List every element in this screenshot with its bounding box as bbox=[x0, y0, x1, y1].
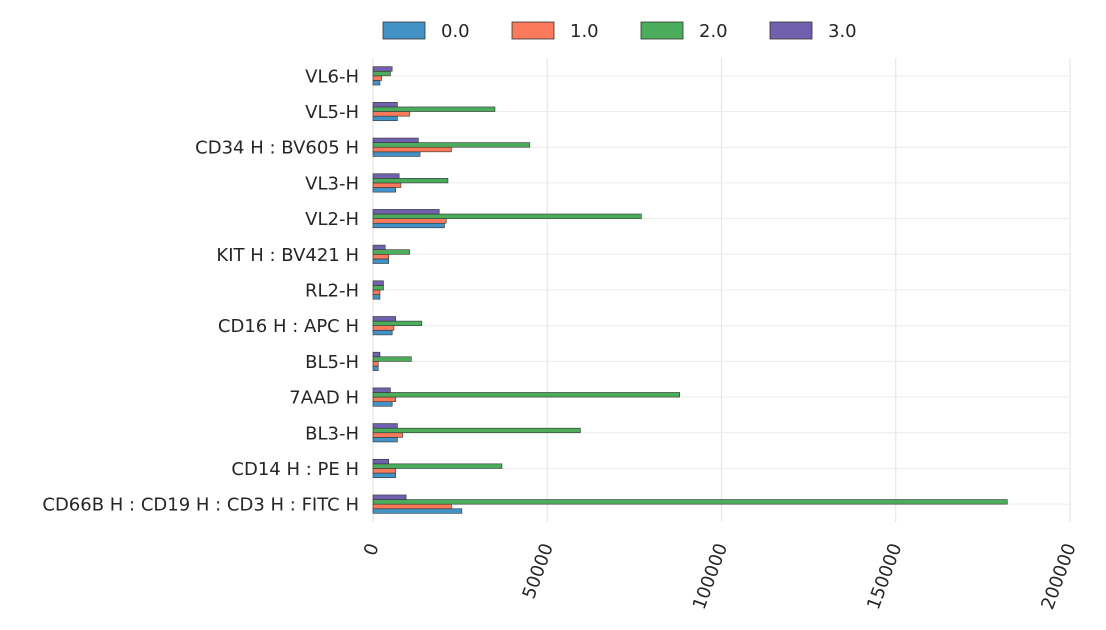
bar-3-0-11 bbox=[372, 458, 389, 465]
category-label: CD34 H : BV605 H bbox=[195, 138, 359, 159]
bar-3-0-10 bbox=[372, 423, 398, 429]
bar-0-0-11 bbox=[372, 472, 396, 478]
bar-0-0-12 bbox=[372, 508, 463, 514]
x-tick-label: 100000 bbox=[689, 541, 732, 613]
bar-1-0-3 bbox=[372, 182, 402, 188]
legend: 0.0 1.0 2.0 3.0 bbox=[382, 21, 857, 42]
x-axis-tick-labels: 0 50000 100000 150000 200000 bbox=[360, 541, 1081, 613]
category-label: BL5-H bbox=[305, 352, 359, 373]
bar-2-0-11 bbox=[372, 463, 503, 469]
bar-2-0-6 bbox=[372, 285, 384, 291]
bar-3-0-12 bbox=[372, 494, 407, 500]
bar-3-0-1 bbox=[372, 102, 398, 108]
bar-1-0-11 bbox=[372, 468, 396, 474]
category-label: CD66B H : CD19 H : CD3 H : FITC H bbox=[42, 495, 359, 516]
category-label: BL3-H bbox=[305, 423, 359, 444]
bar-2-0-5 bbox=[372, 249, 410, 255]
bar-2-0-3 bbox=[372, 178, 449, 184]
bar-2-0-7 bbox=[372, 320, 423, 326]
bar-0-0-10 bbox=[372, 437, 398, 443]
bar-0-0-0 bbox=[372, 80, 381, 86]
legend-swatch-3-0 bbox=[769, 21, 813, 40]
bar-1-0-10 bbox=[372, 432, 403, 438]
category-label: CD16 H : APC H bbox=[218, 316, 359, 337]
bar-3-0-4 bbox=[372, 209, 440, 215]
category-label: VL3-H bbox=[305, 173, 359, 194]
bar-2-0-10 bbox=[372, 427, 581, 434]
grid-layer bbox=[372, 58, 1071, 522]
x-tick-label: 0 bbox=[360, 541, 384, 559]
bar-2-0-4 bbox=[372, 213, 642, 219]
bar-3-0-5 bbox=[372, 244, 386, 251]
bar-1-0-1 bbox=[372, 111, 410, 117]
legend-label-1-0: 1.0 bbox=[570, 21, 599, 42]
bar-1-0-4 bbox=[372, 218, 447, 224]
bar-1-0-12 bbox=[372, 503, 452, 510]
legend-label-2-0: 2.0 bbox=[699, 21, 728, 42]
x-tick-label: 50000 bbox=[519, 541, 558, 602]
bar-3-0-2 bbox=[372, 137, 419, 143]
bar-3-0-6 bbox=[372, 280, 384, 286]
bar-0-0-7 bbox=[372, 329, 393, 336]
bar-2-0-2 bbox=[372, 142, 531, 148]
bar-3-0-8 bbox=[372, 351, 381, 358]
bar-1-0-8 bbox=[372, 361, 379, 367]
bar-1-0-7 bbox=[372, 325, 395, 331]
category-labels: VL6-H VL5-H CD34 H : BV605 H VL3-H VL2-H KIT … bbox=[42, 66, 359, 515]
legend-label-3-0: 3.0 bbox=[828, 21, 857, 42]
bar-1-0-6 bbox=[372, 289, 381, 295]
category-label: CD14 H : PE H bbox=[231, 459, 359, 480]
bars-layer bbox=[372, 66, 1008, 514]
legend-swatch-2-0 bbox=[640, 21, 684, 40]
bar-2-0-12 bbox=[372, 499, 1008, 505]
bar-0-0-2 bbox=[372, 151, 421, 157]
legend-swatch-1-0 bbox=[511, 21, 555, 40]
x-tick-label: 200000 bbox=[1037, 541, 1080, 613]
bar-0-0-9 bbox=[372, 401, 393, 407]
x-tick-label: 150000 bbox=[863, 541, 906, 613]
bar-1-0-2 bbox=[372, 146, 452, 153]
bar-3-0-3 bbox=[372, 173, 400, 179]
bar-0-0-6 bbox=[372, 294, 381, 300]
bar-3-0-7 bbox=[372, 316, 396, 322]
category-label: VL6-H bbox=[305, 66, 359, 87]
bar-3-0-0 bbox=[372, 66, 393, 72]
bar-2-0-1 bbox=[372, 106, 496, 112]
bar-1-0-9 bbox=[372, 396, 396, 402]
category-label: KIT H : BV421 H bbox=[216, 245, 359, 266]
bar-0-0-5 bbox=[372, 258, 389, 264]
category-label: VL5-H bbox=[305, 102, 359, 123]
bar-2-0-9 bbox=[372, 392, 680, 398]
bar-0-0-8 bbox=[372, 365, 379, 371]
bar-3-0-9 bbox=[372, 387, 391, 393]
category-label: VL2-H bbox=[305, 209, 359, 230]
legend-label-0-0: 0.0 bbox=[441, 21, 470, 42]
bar-2-0-8 bbox=[372, 356, 412, 362]
bar-0-0-1 bbox=[372, 115, 398, 122]
category-label: RL2-H bbox=[305, 281, 359, 302]
bar-2-0-0 bbox=[372, 70, 391, 77]
bar-0-0-4 bbox=[372, 222, 445, 229]
bar-1-0-5 bbox=[372, 254, 389, 260]
category-label: 7AAD H bbox=[289, 388, 359, 409]
legend-swatch-0-0 bbox=[382, 21, 426, 40]
bar-1-0-0 bbox=[372, 75, 383, 81]
bar-0-0-3 bbox=[372, 187, 396, 193]
